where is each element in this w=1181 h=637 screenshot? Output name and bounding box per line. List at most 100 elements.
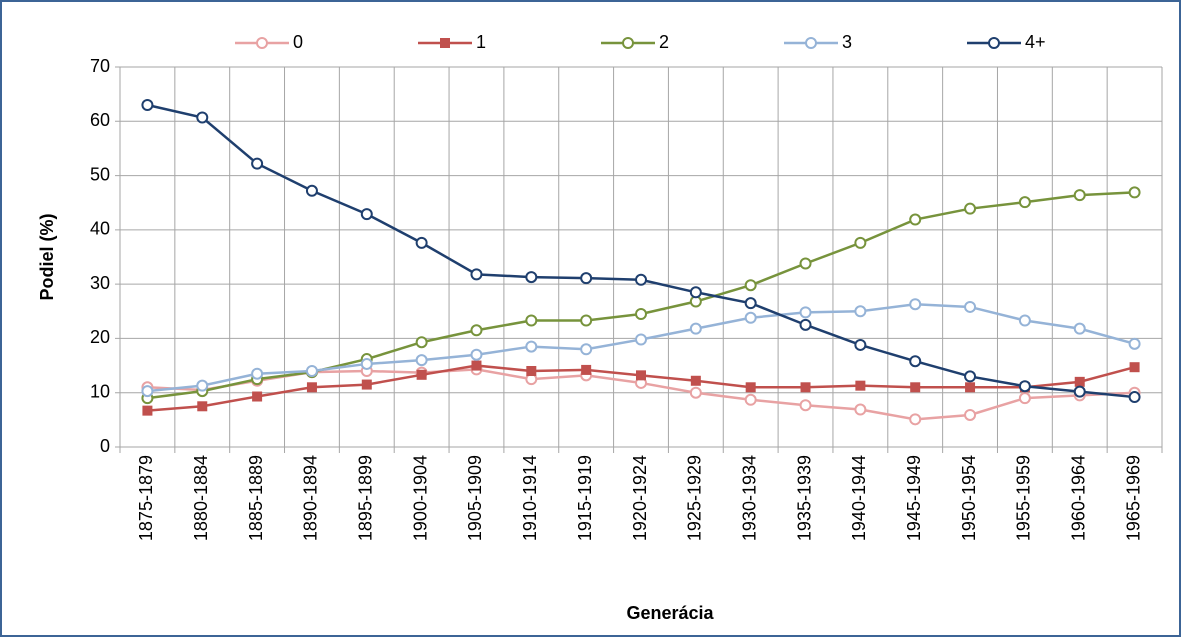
point	[142, 405, 153, 416]
point	[197, 401, 208, 412]
x-tick-label: 1915-1919	[575, 455, 595, 541]
point	[525, 271, 538, 284]
point	[1128, 337, 1141, 350]
point	[800, 382, 811, 393]
point	[744, 279, 757, 292]
point	[1018, 380, 1031, 393]
point	[305, 365, 318, 377]
point	[1073, 385, 1086, 398]
point	[580, 343, 593, 356]
legend-marker	[988, 37, 1000, 49]
legend-label: 3	[842, 32, 852, 52]
point	[964, 370, 977, 383]
point	[1018, 314, 1031, 327]
point	[196, 379, 209, 392]
point	[470, 348, 483, 361]
point	[744, 297, 757, 310]
legend-marker	[622, 37, 634, 49]
legend-label: 1	[476, 32, 486, 52]
point	[141, 99, 154, 111]
point	[415, 354, 428, 367]
point	[252, 391, 263, 402]
point	[305, 184, 318, 197]
point	[854, 338, 867, 351]
point	[909, 298, 922, 311]
point	[1018, 392, 1031, 405]
point	[471, 360, 482, 371]
point	[689, 386, 702, 399]
point	[910, 382, 921, 393]
point	[799, 257, 812, 270]
x-tick-label: 1900-1904	[410, 455, 430, 541]
x-tick-label: 1890-1894	[301, 455, 321, 541]
point	[525, 340, 538, 353]
point	[1074, 376, 1085, 387]
point	[909, 355, 922, 368]
x-tick-label: 1925-1929	[685, 455, 705, 541]
point	[416, 369, 427, 380]
point	[470, 268, 483, 281]
point	[1073, 322, 1086, 335]
x-tick-label: 1940-1944	[849, 455, 869, 541]
point	[1073, 189, 1086, 202]
point	[580, 272, 593, 285]
y-tick-label: 50	[90, 164, 110, 184]
point	[690, 375, 701, 386]
point	[635, 308, 647, 320]
point	[689, 322, 702, 335]
point	[799, 306, 812, 319]
x-tick-label: 1880-1884	[191, 455, 211, 541]
point	[580, 314, 593, 327]
x-tick-label: 1895-1899	[356, 455, 376, 541]
point	[526, 366, 537, 376]
point	[799, 318, 812, 331]
point	[525, 314, 538, 327]
x-tick-label: 1945-1949	[904, 455, 924, 541]
point	[909, 413, 922, 426]
y-tick-label: 60	[90, 110, 110, 130]
point	[689, 286, 702, 299]
point	[470, 324, 483, 337]
x-tick-label: 1875-1879	[136, 455, 156, 541]
point	[415, 336, 428, 349]
point	[965, 382, 976, 393]
x-tick-label: 1885-1889	[246, 455, 266, 541]
point	[964, 408, 977, 421]
point	[1128, 186, 1141, 199]
x-tick-label: 1965-1969	[1123, 455, 1143, 541]
x-tick-label: 1950-1954	[959, 455, 979, 541]
point	[141, 385, 154, 398]
y-tick-label: 30	[90, 273, 110, 293]
point	[306, 382, 317, 393]
y-tick-label: 20	[90, 327, 110, 347]
point	[854, 236, 867, 249]
point	[744, 311, 757, 324]
point	[636, 370, 646, 381]
point	[635, 273, 647, 286]
y-tick-label: 40	[90, 219, 110, 239]
y-tick-label: 70	[90, 56, 110, 76]
y-axis-title: Podiel (%)	[37, 213, 57, 300]
x-tick-label: 1955-1959	[1014, 455, 1034, 541]
point	[855, 380, 866, 391]
legend-label: 4+	[1025, 32, 1046, 52]
x-axis-title: Generácia	[626, 603, 714, 623]
point	[854, 403, 867, 416]
point	[361, 379, 372, 390]
point	[1128, 391, 1141, 404]
point	[635, 333, 647, 346]
x-tick-label: 1930-1934	[739, 455, 759, 541]
x-tick-label: 1910-1914	[520, 455, 540, 541]
legend-marker	[440, 38, 450, 48]
x-tick-label: 1905-1909	[465, 455, 485, 541]
point	[964, 300, 977, 313]
point	[196, 111, 209, 124]
point	[799, 399, 812, 412]
x-tick-label: 1920-1924	[630, 455, 650, 541]
y-tick-label: 10	[90, 381, 110, 401]
point	[744, 393, 757, 406]
point	[854, 305, 867, 318]
point	[251, 367, 264, 380]
point	[745, 382, 756, 393]
point	[360, 208, 373, 221]
